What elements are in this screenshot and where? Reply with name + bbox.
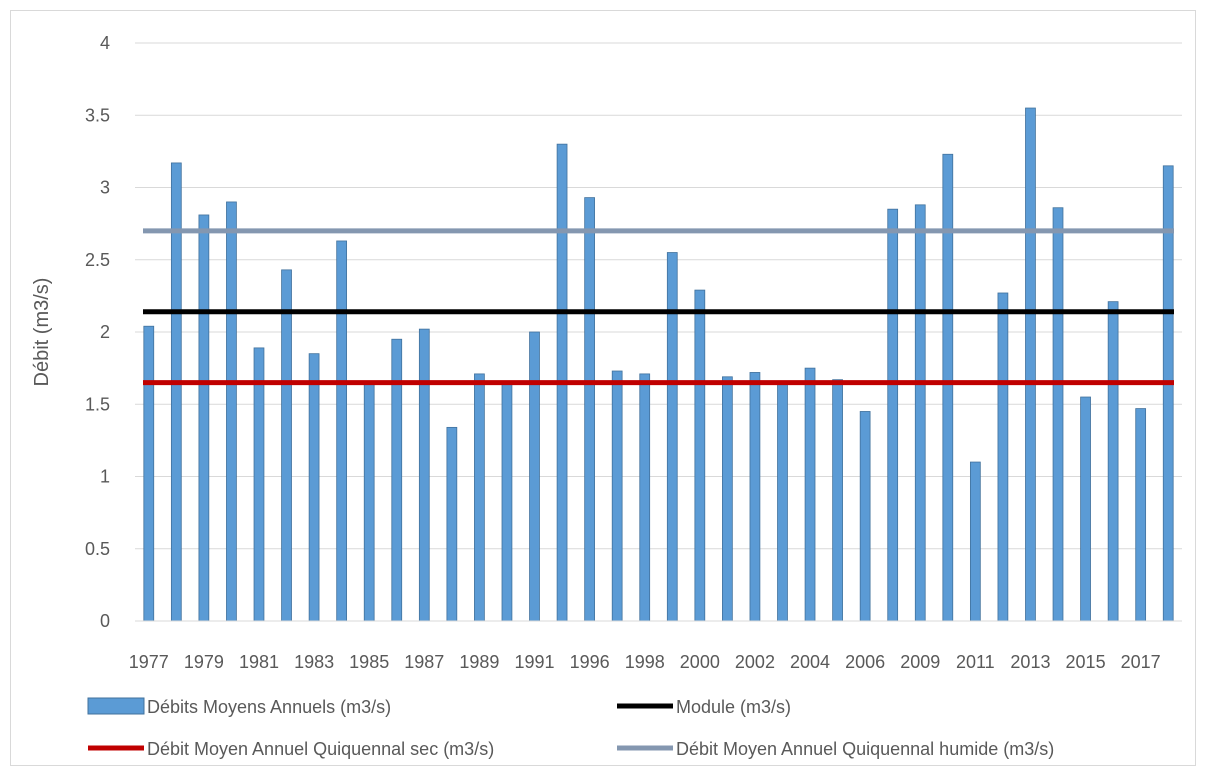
bar-1997 xyxy=(611,370,623,622)
bar-1979 xyxy=(198,214,210,622)
x-tick-label: 2013 xyxy=(1010,652,1050,672)
x-tick-label: 1983 xyxy=(294,652,334,672)
axis-layer: 0 0.5 1 1.5 2 2.5 3 3.5 4 1977 1979 1981 1983 1985 198… xyxy=(85,33,1182,672)
legend-entry-1: Module (m3/s) xyxy=(617,697,791,717)
y-tick-label: 0.5 xyxy=(85,539,110,559)
bar-1991 xyxy=(529,331,540,622)
x-tick-label: 1996 xyxy=(570,652,610,672)
bar-2016 xyxy=(1107,301,1119,622)
bar-1982 xyxy=(281,269,292,622)
y-tick-label: 1.5 xyxy=(85,394,110,414)
bar-1999 xyxy=(666,252,678,622)
bar-2015 xyxy=(1080,396,1091,622)
legend-entry-3: Débit Moyen Annuel Quiquennal humide (m3… xyxy=(617,739,1054,759)
x-tick-label: 2004 xyxy=(790,652,830,672)
bar-1981 xyxy=(253,347,265,622)
y-tick-label: 2 xyxy=(100,322,110,342)
legend-label: Module (m3/s) xyxy=(676,697,791,717)
chart-frame xyxy=(10,10,1196,766)
bar-1983 xyxy=(308,353,320,622)
legend-label: Débits Moyens Annuels (m3/s) xyxy=(147,697,391,717)
y-tick-label: 0 xyxy=(100,611,110,631)
legend-swatch-bar xyxy=(87,697,145,715)
x-tick-label: 2011 xyxy=(956,652,995,672)
x-tick-label: 2002 xyxy=(735,652,775,672)
bar-2011 xyxy=(969,461,981,622)
bar-1998 xyxy=(639,373,651,622)
x-tick-label: 1989 xyxy=(459,652,499,672)
bar-2001 xyxy=(722,376,733,622)
bar-2004 xyxy=(804,367,816,622)
legend: Débits Moyens Annuels (m3/s) Module (m3/s… xyxy=(87,697,1054,759)
x-tick-label: 2006 xyxy=(845,652,885,672)
bar-2002 xyxy=(749,372,761,622)
bar-1987 xyxy=(418,328,430,622)
legend-label: Débit Moyen Annuel Quiquennal humide (m3… xyxy=(676,739,1054,759)
bar-2012 xyxy=(997,292,1009,622)
bar-1988 xyxy=(446,426,458,622)
bar-1990 xyxy=(501,383,513,622)
lines-layer xyxy=(143,228,1174,386)
y-tick-label: 4 xyxy=(100,33,110,53)
y-tick-label: 3 xyxy=(100,178,110,198)
bar-2018 xyxy=(1162,165,1174,622)
bar-1984 xyxy=(336,240,348,622)
bar-2008 xyxy=(887,208,899,622)
bar-2006 xyxy=(859,411,871,622)
bar-1980 xyxy=(226,201,237,622)
bar-2009 xyxy=(914,204,926,622)
legend-label: Débit Moyen Annuel Quiquennal sec (m3/s) xyxy=(147,739,494,759)
bar-2013 xyxy=(1025,107,1036,622)
y-axis-title: Débit (m3/s) xyxy=(31,278,53,387)
x-tick-label: 1977 xyxy=(129,652,169,672)
bar-2000 xyxy=(694,289,706,622)
bar-2005 xyxy=(832,379,843,622)
bar-2014 xyxy=(1052,207,1064,622)
x-tick-label: 1985 xyxy=(349,652,389,672)
y-tick-label: 2.5 xyxy=(85,250,110,270)
x-tick-label: 2017 xyxy=(1121,652,1161,672)
bar-2003 xyxy=(777,382,788,622)
grid-layer xyxy=(135,42,1182,622)
bar-2010 xyxy=(942,153,954,622)
x-tick-label: 1991 xyxy=(514,652,554,672)
x-tick-label: 2000 xyxy=(680,652,720,672)
x-tick-label: 2009 xyxy=(900,652,940,672)
legend-entry-2: Débit Moyen Annuel Quiquennal sec (m3/s) xyxy=(88,739,494,759)
x-tick-label: 1979 xyxy=(184,652,224,672)
legend-entry-0: Débits Moyens Annuels (m3/s) xyxy=(87,697,391,717)
bar-1989 xyxy=(474,373,485,622)
bar-1977 xyxy=(143,325,155,622)
bars-layer xyxy=(143,107,1174,622)
x-tick-label: 1981 xyxy=(239,652,279,672)
bar-1996 xyxy=(584,197,595,622)
x-tick-label: 1998 xyxy=(625,652,665,672)
x-tick-label: 1987 xyxy=(404,652,444,672)
y-tick-label: 1 xyxy=(100,467,110,487)
bar-2017 xyxy=(1135,408,1147,622)
x-tick-label: 2015 xyxy=(1066,652,1106,672)
bar-1985 xyxy=(363,383,375,622)
y-tick-label: 3.5 xyxy=(85,105,110,125)
